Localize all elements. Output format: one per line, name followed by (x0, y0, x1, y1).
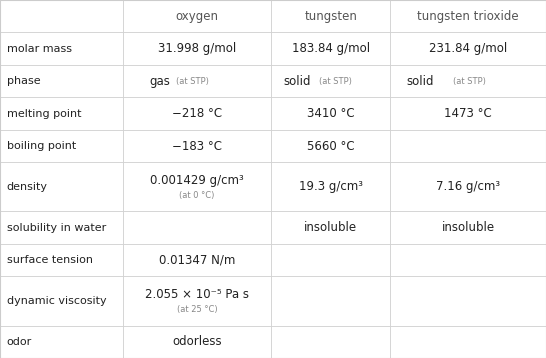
Text: 0.01347 N/m: 0.01347 N/m (159, 253, 235, 267)
Bar (123, 97, 271, 130)
Text: 31.998 g/mol: 31.998 g/mol (158, 42, 236, 55)
Text: odor: odor (7, 337, 32, 347)
Text: (at STP): (at STP) (319, 77, 352, 86)
Bar (271, 65, 390, 97)
Text: odorless: odorless (173, 335, 222, 348)
Text: insoluble: insoluble (442, 221, 495, 234)
Text: melting point: melting point (7, 108, 81, 118)
Bar (123, 130, 271, 162)
Bar (390, 33, 546, 65)
Bar (271, 162, 390, 212)
Text: phase: phase (7, 76, 40, 86)
Bar (123, 276, 271, 325)
Bar (390, 65, 546, 97)
Bar (123, 244, 271, 276)
Text: 183.84 g/mol: 183.84 g/mol (292, 42, 370, 55)
Text: 19.3 g/cm³: 19.3 g/cm³ (299, 180, 363, 193)
Bar (390, 97, 546, 130)
Bar (0, 97, 123, 130)
Text: 2.055 × 10⁻⁵ Pa s: 2.055 × 10⁻⁵ Pa s (145, 288, 249, 301)
Bar (123, 33, 271, 65)
Text: molar mass: molar mass (7, 44, 72, 54)
Text: 3410 °C: 3410 °C (307, 107, 355, 120)
Text: surface tension: surface tension (7, 255, 93, 265)
Bar (271, 276, 390, 325)
Text: (at 25 °C): (at 25 °C) (177, 305, 217, 314)
Text: 7.16 g/cm³: 7.16 g/cm³ (436, 180, 500, 193)
Bar (390, 325, 546, 358)
Bar (390, 130, 546, 162)
Text: 231.84 g/mol: 231.84 g/mol (429, 42, 507, 55)
Text: oxygen: oxygen (176, 10, 218, 23)
Bar (271, 212, 390, 244)
Text: density: density (7, 182, 48, 192)
Text: insoluble: insoluble (304, 221, 358, 234)
Text: (at STP): (at STP) (176, 77, 209, 86)
Bar (0, 325, 123, 358)
Bar (0, 33, 123, 65)
Bar (390, 276, 546, 325)
Text: boiling point: boiling point (7, 141, 76, 151)
Bar (0, 212, 123, 244)
Bar (0, 0, 123, 33)
Bar (390, 0, 546, 33)
Bar (271, 97, 390, 130)
Text: (at STP): (at STP) (453, 77, 485, 86)
Bar (123, 162, 271, 212)
Bar (123, 325, 271, 358)
Bar (123, 212, 271, 244)
Bar (0, 162, 123, 212)
Bar (0, 130, 123, 162)
Bar (271, 244, 390, 276)
Bar (390, 212, 546, 244)
Text: tungsten trioxide: tungsten trioxide (417, 10, 519, 23)
Bar (271, 0, 390, 33)
Bar (123, 0, 271, 33)
Bar (390, 244, 546, 276)
Text: 1473 °C: 1473 °C (444, 107, 492, 120)
Text: dynamic viscosity: dynamic viscosity (7, 296, 106, 306)
Text: solubility in water: solubility in water (7, 223, 106, 233)
Text: 0.001429 g/cm³: 0.001429 g/cm³ (150, 174, 244, 187)
Text: gas: gas (150, 74, 170, 88)
Text: −218 °C: −218 °C (172, 107, 222, 120)
Text: (at 0 °C): (at 0 °C) (180, 191, 215, 200)
Text: tungsten: tungsten (305, 10, 357, 23)
Bar (271, 130, 390, 162)
Bar (123, 65, 271, 97)
Text: 5660 °C: 5660 °C (307, 140, 355, 153)
Text: −183 °C: −183 °C (172, 140, 222, 153)
Bar (0, 65, 123, 97)
Bar (0, 276, 123, 325)
Text: solid: solid (283, 74, 311, 88)
Text: solid: solid (406, 74, 434, 88)
Bar (0, 244, 123, 276)
Bar (271, 325, 390, 358)
Bar (390, 162, 546, 212)
Bar (271, 33, 390, 65)
